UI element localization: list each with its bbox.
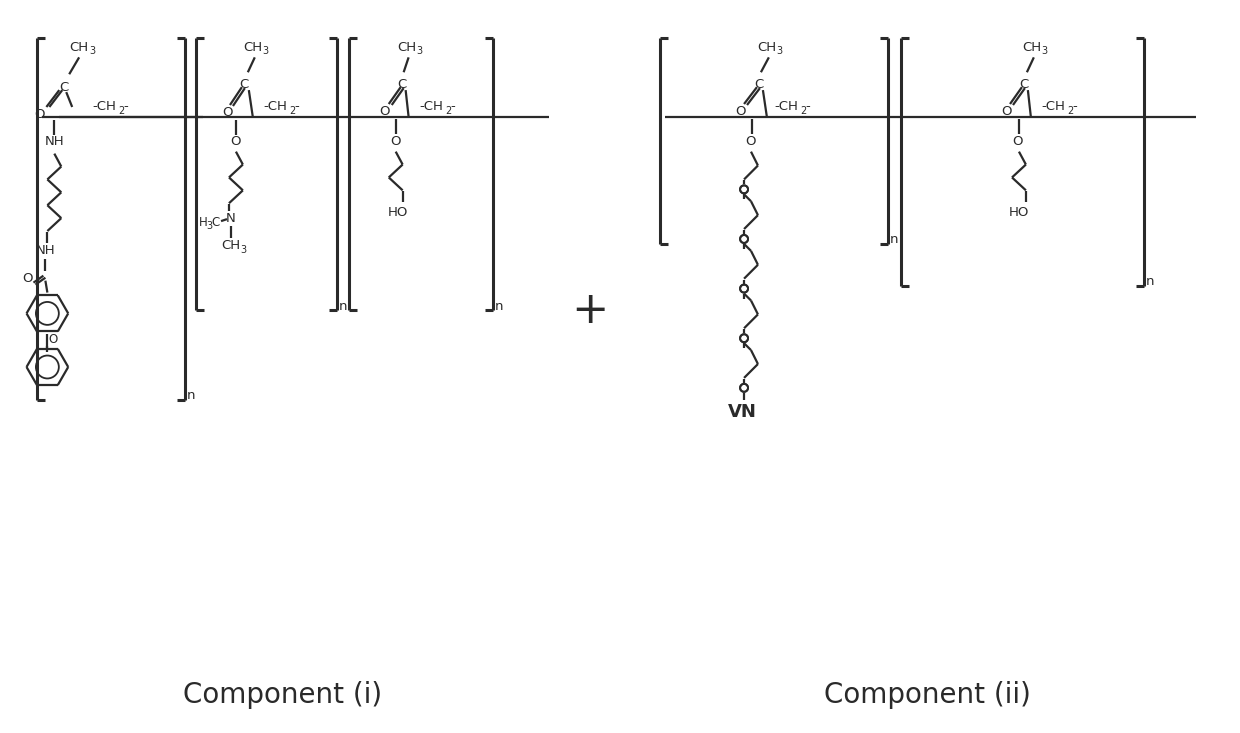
Text: n: n xyxy=(187,389,196,402)
Text: O: O xyxy=(1013,135,1023,148)
Text: Component (ii): Component (ii) xyxy=(825,682,1032,710)
Text: -: - xyxy=(805,100,810,114)
Text: O: O xyxy=(48,333,58,346)
Text: -: - xyxy=(1073,100,1076,114)
Text: HO: HO xyxy=(388,206,408,218)
Text: O: O xyxy=(735,106,745,119)
Text: -: - xyxy=(294,100,299,114)
Text: N: N xyxy=(226,212,236,224)
Text: 3: 3 xyxy=(1042,46,1048,56)
Text: 3: 3 xyxy=(776,46,782,56)
Text: 3: 3 xyxy=(417,46,423,56)
Text: n: n xyxy=(1146,275,1154,288)
Text: NH: NH xyxy=(45,135,64,148)
Text: -CH: -CH xyxy=(92,100,115,114)
Text: -CH: -CH xyxy=(264,100,288,114)
Text: 2: 2 xyxy=(119,106,125,116)
Circle shape xyxy=(740,284,748,292)
Text: 3: 3 xyxy=(263,46,269,56)
Text: O: O xyxy=(391,135,401,148)
Text: VN: VN xyxy=(728,402,756,421)
Text: CH: CH xyxy=(397,41,417,54)
Text: +: + xyxy=(572,289,609,332)
Text: CH: CH xyxy=(243,41,263,54)
Text: C: C xyxy=(60,81,69,94)
Text: Component (i): Component (i) xyxy=(184,682,382,710)
Text: -CH: -CH xyxy=(1042,100,1065,114)
Text: C: C xyxy=(1019,78,1028,91)
Text: CH: CH xyxy=(222,240,241,252)
Text: -: - xyxy=(124,100,128,114)
Text: 3: 3 xyxy=(89,46,95,56)
Text: 2: 2 xyxy=(1068,106,1074,116)
Text: 2: 2 xyxy=(801,106,807,116)
Text: O: O xyxy=(379,106,391,119)
Text: NH: NH xyxy=(36,244,56,257)
Circle shape xyxy=(740,334,748,342)
Circle shape xyxy=(740,185,748,194)
Text: -CH: -CH xyxy=(419,100,444,114)
Text: n: n xyxy=(339,300,347,313)
Text: O: O xyxy=(745,135,756,148)
Text: 3: 3 xyxy=(241,245,247,255)
Text: n: n xyxy=(889,234,898,246)
Text: O: O xyxy=(22,272,32,285)
Text: O: O xyxy=(1001,106,1012,119)
Text: HO: HO xyxy=(1009,206,1029,218)
Text: -: - xyxy=(450,100,455,114)
Text: C: C xyxy=(754,78,764,91)
Text: O: O xyxy=(231,135,242,148)
Circle shape xyxy=(740,235,748,243)
Text: 2: 2 xyxy=(289,106,295,116)
Text: O: O xyxy=(222,106,232,119)
Text: H: H xyxy=(198,216,207,229)
Text: CH: CH xyxy=(758,41,776,54)
Text: CH: CH xyxy=(1022,41,1042,54)
Text: n: n xyxy=(495,300,503,313)
Text: -CH: -CH xyxy=(775,100,799,114)
Text: CH: CH xyxy=(69,41,89,54)
Text: C: C xyxy=(397,78,407,91)
Text: 2: 2 xyxy=(445,106,451,116)
Text: 3: 3 xyxy=(206,221,212,231)
Circle shape xyxy=(740,384,748,392)
Text: C: C xyxy=(239,78,248,91)
Text: O: O xyxy=(35,108,45,122)
Text: C: C xyxy=(211,216,219,229)
